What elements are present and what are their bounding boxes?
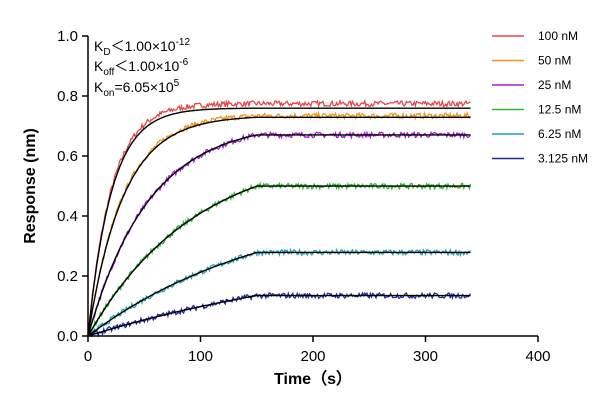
series-trace-2 [87,130,471,337]
legend-label: 3.125 nM [538,152,588,166]
kinetic-constants: KD＜1.00×10-12 Koff＜1.00×10-6 Kon=6.05×10… [94,37,190,99]
ticks: 0 100 200 300 400 0.0 0.2 0.4 0.6 0.8 1.0 [57,28,550,365]
legend-label: 6.25 nM [538,127,581,141]
legend-label: 12.5 nM [538,103,581,117]
y-axis-title: Response (nm) [22,128,39,244]
fit-curves [87,107,471,337]
kon-annotation: Kon=6.05×105 [94,78,180,99]
koff-annotation: Koff＜1.00×10-6 [94,57,189,78]
data-traces [87,98,472,338]
y-tick-label: 0.6 [57,148,78,165]
series-trace-1 [87,110,472,336]
fit-curve-4 [87,251,471,337]
legend-label: 25 nM [538,78,571,92]
series-trace-5 [87,291,472,338]
y-tick-label: 0.2 [57,268,78,285]
fit-curve-5 [87,294,471,337]
series-trace-0 [87,98,471,337]
x-tick-label: 0 [84,348,92,365]
x-tick-label: 400 [525,348,550,365]
fit-curve-2 [87,134,471,337]
fit-curve-3 [87,185,471,337]
x-tick-label: 100 [188,348,213,365]
x-tick-label: 300 [413,348,438,365]
legend-label: 100 nM [538,29,578,43]
x-axis-title: Time（s） [274,370,352,388]
y-tick-label: 0.4 [57,208,78,225]
legend-label: 50 nM [538,54,571,68]
y-tick-label: 0.8 [57,88,78,105]
x-tick-label: 200 [300,348,325,365]
fit-curve-1 [87,116,471,337]
y-tick-label: 1.0 [57,28,78,45]
legend: 100 nM 50 nM 25 nM 12.5 nM 6.25 nM 3.125 nM [492,29,588,166]
kd-annotation: KD＜1.00×10-12 [94,37,190,58]
y-tick-label: 0.0 [57,328,78,345]
series-trace-4 [87,247,471,338]
fit-curve-0 [87,107,471,337]
